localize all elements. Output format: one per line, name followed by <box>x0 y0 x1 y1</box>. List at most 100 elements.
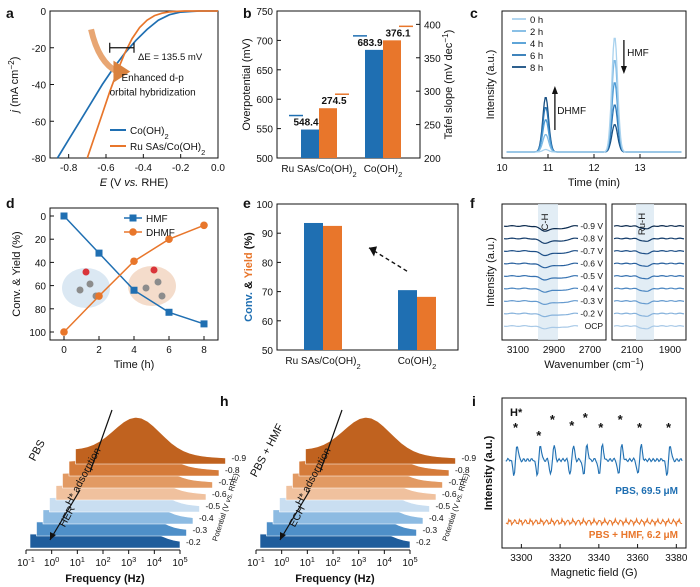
label-part: RHE) <box>456 472 471 495</box>
bar-conversion <box>304 222 323 350</box>
panel-a-curve-ru <box>86 10 218 159</box>
bar-overpotential <box>301 129 319 158</box>
ftir-trace-ch <box>503 299 579 306</box>
x-tick-label: 103 <box>121 555 136 570</box>
dhmf-point <box>95 292 103 300</box>
label-part: Ru SAs/Co(OH) <box>130 142 201 153</box>
bar-value-label: 548.4 <box>293 118 318 129</box>
dhmf-point <box>130 257 138 266</box>
label-part: 10 <box>44 558 56 569</box>
molecule-atom <box>158 292 166 300</box>
waterfall-xlabel: Frequency (Hz) <box>295 573 375 585</box>
category-label: Co(OH)2 <box>398 356 437 371</box>
x-tick-label: -0.2 <box>172 163 190 174</box>
y2-tick-label: 400 <box>424 20 441 31</box>
panel-letter-h: h <box>220 393 229 409</box>
label-part: Ru SAs/Co(OH) <box>285 356 356 367</box>
hmf-arrowhead <box>620 66 627 74</box>
panel-i-title: H* <box>510 407 523 419</box>
label-part: Tafel slope (mV dec <box>443 42 455 139</box>
hyperfine-star: * <box>583 410 589 425</box>
label-part: Ru SAs/Co(OH) <box>281 164 352 175</box>
x-tick-label: 3300 <box>510 553 533 564</box>
bar-value-label: 683.9 <box>357 38 382 49</box>
x-tick-label: 101 <box>70 555 85 570</box>
potential-tick-label: -0.3 <box>193 525 208 535</box>
legend-label-hmf: HMF <box>146 214 168 225</box>
bar-tafel <box>319 108 337 158</box>
potential-tick-label: -0.4 <box>199 513 214 523</box>
panel-f-ylabel: Intensity (a.u.) <box>485 237 497 307</box>
legend-label-coOH2: Co(OH)2 <box>130 126 169 141</box>
potential-tick-label: -0.8 <box>455 465 470 475</box>
potential-tick-label: -0.3 <box>423 525 438 535</box>
panel-i-frame <box>501 397 687 549</box>
y-tick-label: 500 <box>256 154 273 165</box>
potential-tick-label: -0.9 <box>462 453 477 463</box>
label-part: −1 <box>441 33 450 43</box>
panel-d-xlabel: Time (h) <box>114 359 155 371</box>
x-tick-label: 102 <box>95 555 110 570</box>
label-part: 0 <box>55 555 59 564</box>
ftir-trace-ruh <box>613 249 685 255</box>
potential-label: -0.9 V <box>580 221 603 231</box>
label-part: Co(OH) <box>364 164 398 175</box>
ftir-trace-ruh <box>613 274 685 280</box>
panel-letter-d: d <box>6 195 15 211</box>
potential-label: -0.5 V <box>580 271 603 281</box>
condition-label: PBS <box>27 438 48 463</box>
ftir-trace-ch <box>503 237 579 244</box>
legend-label-dhmf: DHMF <box>146 228 175 239</box>
bar-yield <box>323 225 342 350</box>
label-part: vs. <box>124 177 138 189</box>
x-tick-label: 10-1 <box>247 555 265 570</box>
downhill-arrow <box>49 489 81 541</box>
potential-tick-label: -0.8 <box>225 465 240 475</box>
ftir-trace-ch <box>503 274 579 281</box>
label-part: vs. <box>223 492 235 504</box>
panel-letter-b: b <box>243 5 252 21</box>
x-tick-label: 2 <box>96 345 102 356</box>
y-tick-label: 600 <box>256 95 273 106</box>
epr-trace-pbs-hmf <box>505 516 683 528</box>
label-part: 2 <box>352 170 356 179</box>
molecule-oxygen <box>82 268 90 276</box>
annotation-line-2: orbital hybridization <box>110 88 196 99</box>
chromatogram-trace <box>506 37 682 153</box>
y-tick-label: 80 <box>35 305 47 316</box>
x-tick-label: 2900 <box>543 345 566 356</box>
label-part: -1 <box>28 555 35 564</box>
panel-letter-a: a <box>6 5 14 21</box>
legend-label: 2 h <box>530 27 543 38</box>
ftir-trace-ch <box>503 262 579 269</box>
dhmf-point <box>165 235 173 243</box>
label-part: 2 <box>164 132 168 141</box>
label-part: 10 <box>147 558 159 569</box>
label-part: 5 <box>413 555 417 564</box>
hyperfine-star: * <box>513 420 519 435</box>
potential-tick-label: -0.5 <box>206 501 221 511</box>
label-part: Wavenumber (cm <box>544 359 630 371</box>
hybridization-arrow <box>88 28 119 75</box>
panel-a-xlabel: E (V vs. RHE) <box>100 177 168 189</box>
adsorption-arrow <box>319 409 343 473</box>
label-part: Conv. <box>243 292 255 322</box>
x-tick-label: 3380 <box>665 553 688 564</box>
epr-label-pbs-hmf: PBS + HMF, 6.2 μM <box>589 530 678 541</box>
panel-e-ylabel: Conv. & Yield (%) <box>243 232 255 322</box>
adsorption-arrow <box>89 409 113 473</box>
hyperfine-star: * <box>618 412 624 427</box>
legend-label: 8 h <box>530 63 543 74</box>
y2-tick-label: 200 <box>424 154 441 165</box>
label-part: (mA cm <box>9 70 21 110</box>
y-tick-label: 700 <box>256 36 273 47</box>
legend-label-ru: Ru SAs/Co(OH)2 <box>130 142 205 157</box>
dhmf-point <box>60 328 68 336</box>
panel-b-y2label: Tafel slope (mV dec−1) <box>441 30 456 140</box>
label-part: vs. <box>453 492 465 504</box>
hyperfine-star: * <box>637 420 643 435</box>
hmf-point <box>95 249 103 257</box>
label-part: 10 <box>95 558 107 569</box>
bar-value-label: 274.5 <box>321 96 346 107</box>
panel-d-ylabel: Conv. & Yield (%) <box>11 231 23 316</box>
